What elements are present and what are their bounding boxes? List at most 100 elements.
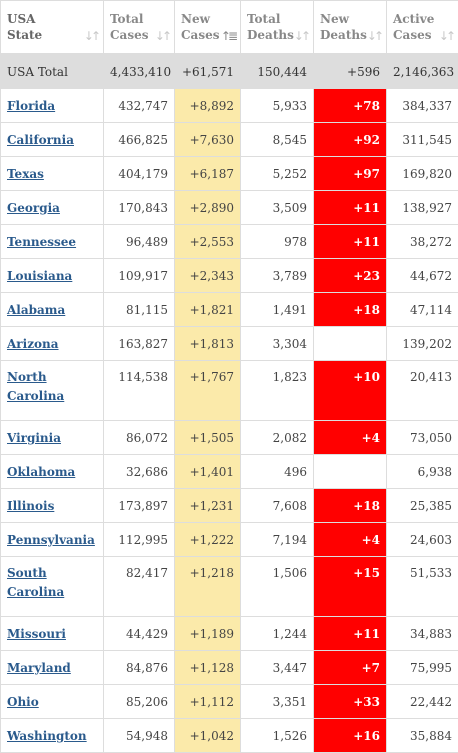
state-link[interactable]: Tennessee xyxy=(7,235,76,249)
new-deaths-cell: +33 xyxy=(314,685,387,719)
state-link[interactable]: Pennsylvania xyxy=(7,533,95,547)
state-cell: South Carolina xyxy=(1,557,104,617)
state-cell: Missouri xyxy=(1,617,104,651)
new-deaths-cell: +16 xyxy=(314,719,387,753)
state-link[interactable]: Washington xyxy=(7,729,87,743)
total-new-cases: +61,571 xyxy=(175,55,241,89)
active-cases-cell: 6,938 xyxy=(387,455,458,489)
total-new-deaths: +596 xyxy=(314,55,387,89)
active-cases-cell: 384,337 xyxy=(387,89,458,123)
total-cases-cell: 112,995 xyxy=(104,523,175,557)
state-link[interactable]: Louisiana xyxy=(7,269,72,283)
total-cases-cell: 86,072 xyxy=(104,421,175,455)
state-link[interactable]: Texas xyxy=(7,167,44,181)
sort-arrows-icon[interactable]: ↓↑ xyxy=(155,28,169,44)
total-total-cases: 4,433,410 xyxy=(104,55,175,89)
new-cases-cell: +1,128 xyxy=(175,651,241,685)
header-new-cases[interactable]: New Cases↑≣ xyxy=(175,1,241,55)
total-cases-cell: 114,538 xyxy=(104,361,175,421)
state-link[interactable]: Alabama xyxy=(7,303,65,317)
new-cases-cell: +1,813 xyxy=(175,327,241,361)
state-link[interactable]: South Carolina xyxy=(7,566,64,599)
new-deaths-cell: +18 xyxy=(314,293,387,327)
new-cases-cell: +1,189 xyxy=(175,617,241,651)
new-deaths-cell: +10 xyxy=(314,361,387,421)
state-link[interactable]: Arizona xyxy=(7,337,59,351)
total-cases-cell: 54,948 xyxy=(104,719,175,753)
sort-arrows-icon[interactable]: ↓↑ xyxy=(84,28,98,44)
total-cases-cell: 84,876 xyxy=(104,651,175,685)
new-deaths-cell: +18 xyxy=(314,489,387,523)
total-cases-cell: 96,489 xyxy=(104,225,175,259)
state-cell: North Carolina xyxy=(1,361,104,421)
total-deaths-cell: 978 xyxy=(241,225,314,259)
new-deaths-cell xyxy=(314,327,387,361)
total-cases-cell: 170,843 xyxy=(104,191,175,225)
total-deaths-cell: 7,194 xyxy=(241,523,314,557)
active-cases-cell: 73,050 xyxy=(387,421,458,455)
header-usa-state-label: USA State xyxy=(7,11,55,43)
header-total-deaths[interactable]: Total Deaths↓↑ xyxy=(241,1,314,55)
total-cases-cell: 163,827 xyxy=(104,327,175,361)
new-cases-cell: +2,343 xyxy=(175,259,241,293)
sort-arrows-icon[interactable]: ↓↑ xyxy=(294,28,308,44)
active-cases-cell: 51,533 xyxy=(387,557,458,617)
sort-arrows-icon[interactable]: ↓↑ xyxy=(367,28,381,44)
state-link[interactable]: Virginia xyxy=(7,431,61,445)
new-cases-cell: +1,401 xyxy=(175,455,241,489)
state-cell: Tennessee xyxy=(1,225,104,259)
total-cases-cell: 404,179 xyxy=(104,157,175,191)
total-deaths-cell: 5,933 xyxy=(241,89,314,123)
new-deaths-cell: +23 xyxy=(314,259,387,293)
state-link[interactable]: Illinois xyxy=(7,499,54,513)
state-link[interactable]: Missouri xyxy=(7,627,66,641)
total-row: USA Total 4,433,410 +61,571 150,444 +596… xyxy=(1,55,458,89)
new-cases-cell: +1,042 xyxy=(175,719,241,753)
total-cases-cell: 109,917 xyxy=(104,259,175,293)
state-cell: Pennsylvania xyxy=(1,523,104,557)
state-cell: Georgia xyxy=(1,191,104,225)
new-cases-cell: +1,505 xyxy=(175,421,241,455)
state-link[interactable]: Maryland xyxy=(7,661,71,675)
sort-arrows-icon[interactable]: ↓↑ xyxy=(439,28,453,44)
total-deaths-cell: 1,491 xyxy=(241,293,314,327)
new-cases-cell: +6,187 xyxy=(175,157,241,191)
header-new-deaths[interactable]: New Deaths↓↑ xyxy=(314,1,387,55)
header-active-cases-label: Active Cases xyxy=(393,11,441,43)
total-cases-cell: 466,825 xyxy=(104,123,175,157)
state-link[interactable]: Ohio xyxy=(7,695,39,709)
state-link[interactable]: Florida xyxy=(7,99,55,113)
total-deaths-cell: 3,509 xyxy=(241,191,314,225)
state-link[interactable]: Oklahoma xyxy=(7,465,75,479)
sort-desc-active-icon[interactable]: ↑≣ xyxy=(221,28,235,44)
new-cases-cell: +7,630 xyxy=(175,123,241,157)
state-cell: Florida xyxy=(1,89,104,123)
active-cases-cell: 169,820 xyxy=(387,157,458,191)
state-cell: Maryland xyxy=(1,651,104,685)
new-deaths-cell: +11 xyxy=(314,191,387,225)
total-cases-cell: 82,417 xyxy=(104,557,175,617)
header-usa-state[interactable]: USA State ↓↑ xyxy=(1,1,104,55)
header-total-cases[interactable]: Total Cases↓↑ xyxy=(104,1,175,55)
new-deaths-cell: +4 xyxy=(314,421,387,455)
new-cases-cell: +1,218 xyxy=(175,557,241,617)
new-deaths-cell: +11 xyxy=(314,617,387,651)
state-link[interactable]: Georgia xyxy=(7,201,60,215)
active-cases-cell: 75,995 xyxy=(387,651,458,685)
total-deaths-cell: 3,304 xyxy=(241,327,314,361)
new-cases-cell: +1,767 xyxy=(175,361,241,421)
header-active-cases[interactable]: Active Cases↓↑ xyxy=(387,1,458,55)
state-link[interactable]: California xyxy=(7,133,74,147)
total-total-deaths: 150,444 xyxy=(241,55,314,89)
state-link[interactable]: North Carolina xyxy=(7,370,64,403)
new-cases-cell: +1,231 xyxy=(175,489,241,523)
active-cases-cell: 22,442 xyxy=(387,685,458,719)
